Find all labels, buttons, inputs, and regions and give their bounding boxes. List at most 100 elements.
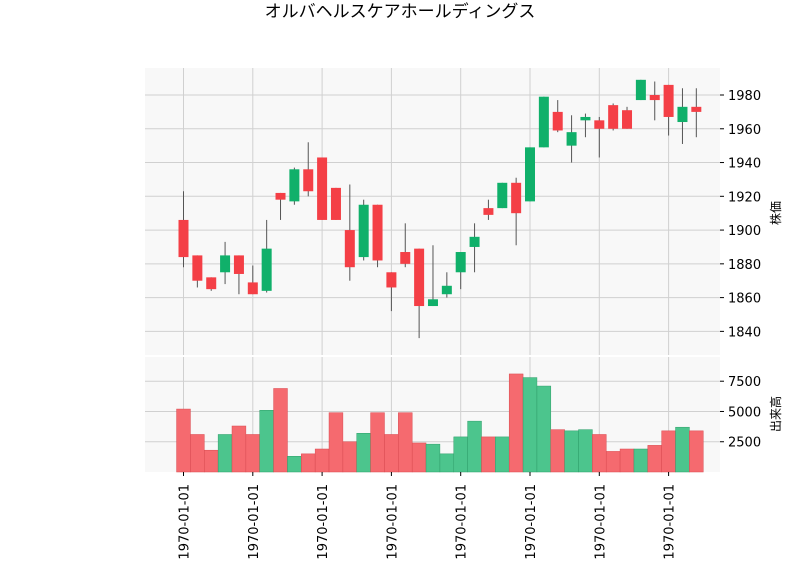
volume-bar [481,436,496,473]
volume-bar [273,388,288,473]
candle-up [469,236,480,247]
price-tick-label: 1960 [728,123,761,138]
volume-y-axis: 2500 5000 7500 [720,375,761,451]
volume-bar [217,434,233,473]
volume-bar [398,412,413,473]
volume-bar [453,436,468,473]
price-plot-area [145,68,720,355]
volume-bar [425,443,441,473]
volume-bar [522,377,538,473]
candle-down [691,106,702,112]
candle-down [511,182,522,214]
volume-bar [190,434,205,473]
volume-bar [467,420,482,473]
candle-up [538,96,549,148]
candle-down [608,105,619,129]
candle-down [178,219,189,258]
chart-title: オルバヘルスケアホールディングス [265,1,536,22]
candle-down [247,282,258,295]
candle-up [677,106,688,123]
x-tick-label: 1970-01-01 [247,484,262,560]
candle-down [344,230,355,268]
candle-down [303,169,314,192]
candle-down [192,255,203,281]
price-tick-label: 1840 [728,325,761,340]
x-tick-label: 1970-01-01 [593,484,608,560]
candle-down [483,208,494,215]
volume-bar [550,429,565,473]
candle-down [594,120,605,129]
volume-bar [204,449,219,473]
candle-up [220,255,231,273]
x-tick-label: 1970-01-01 [663,484,678,560]
candle-down [552,111,563,131]
volume-bar [633,448,649,473]
candle-down [663,84,674,117]
x-tick-label: 1970-01-01 [316,484,331,560]
candle-down [372,204,383,261]
volume-bar [675,426,690,473]
price-tick-label: 1880 [728,258,761,273]
candle-up [525,147,535,202]
x-tick-label: 1970-01-01 [455,484,470,560]
candle-up [497,182,508,209]
candle-up [580,116,591,121]
candle-down [275,192,286,200]
volume-bar [605,451,621,473]
candle-down [622,110,633,129]
price-tick-label: 1920 [728,190,761,205]
volume-bar [689,430,704,473]
volume-bar [619,448,635,473]
volume-bar [245,434,260,473]
volume-bar [384,434,399,473]
candle-up [455,252,466,273]
price-tick-label: 1940 [728,157,761,172]
price-tick-label: 1980 [728,89,761,104]
x-tick-label: 1970-01-01 [385,484,400,560]
volume-bar [301,453,316,473]
x-tick-label: 1970-01-01 [524,484,539,560]
volume-bar [439,453,455,473]
volume-bar [495,436,510,473]
volume-bar [342,441,358,473]
volume-tick-label: 2500 [728,436,761,451]
volume-bar [592,434,607,473]
volume-bar [647,445,662,473]
volume-tick-label: 7500 [728,375,761,390]
volume-bar [578,429,593,473]
candle-up [261,248,272,291]
candle-down [400,252,411,264]
volume-bar [259,410,274,473]
candle-up [289,169,300,202]
candle-down [330,187,341,220]
price-axis-label: 株価 [768,201,783,225]
candle-down [206,277,217,290]
volume-bar [231,425,247,473]
volume-bars [176,373,704,473]
volume-bar [370,412,385,473]
candle-down [386,272,397,288]
candle-down [233,255,244,274]
x-tick-label: 1970-01-01 [178,484,193,560]
price-tick-label: 1860 [728,292,761,307]
volume-axis-label: 出来高 [768,396,783,432]
volume-bar [287,456,302,473]
volume-tick-label: 5000 [728,405,761,420]
volume-bar [508,373,524,473]
candle-up [441,285,452,295]
candle-up [566,132,577,146]
candle-down [414,248,425,307]
volume-bar [411,442,427,473]
volume-bar [176,408,191,473]
volume-bar [328,412,344,473]
volume-bar [661,430,676,473]
candle-up [635,79,646,101]
price-y-axis: 1840 1860 1880 1900 1920 1940 1960 1980 [720,89,761,340]
volume-bar [314,448,330,473]
candle-down [649,95,660,101]
volume-bar [536,385,552,473]
price-candles [178,79,702,339]
candle-down [317,157,328,220]
volume-bar [564,430,579,473]
